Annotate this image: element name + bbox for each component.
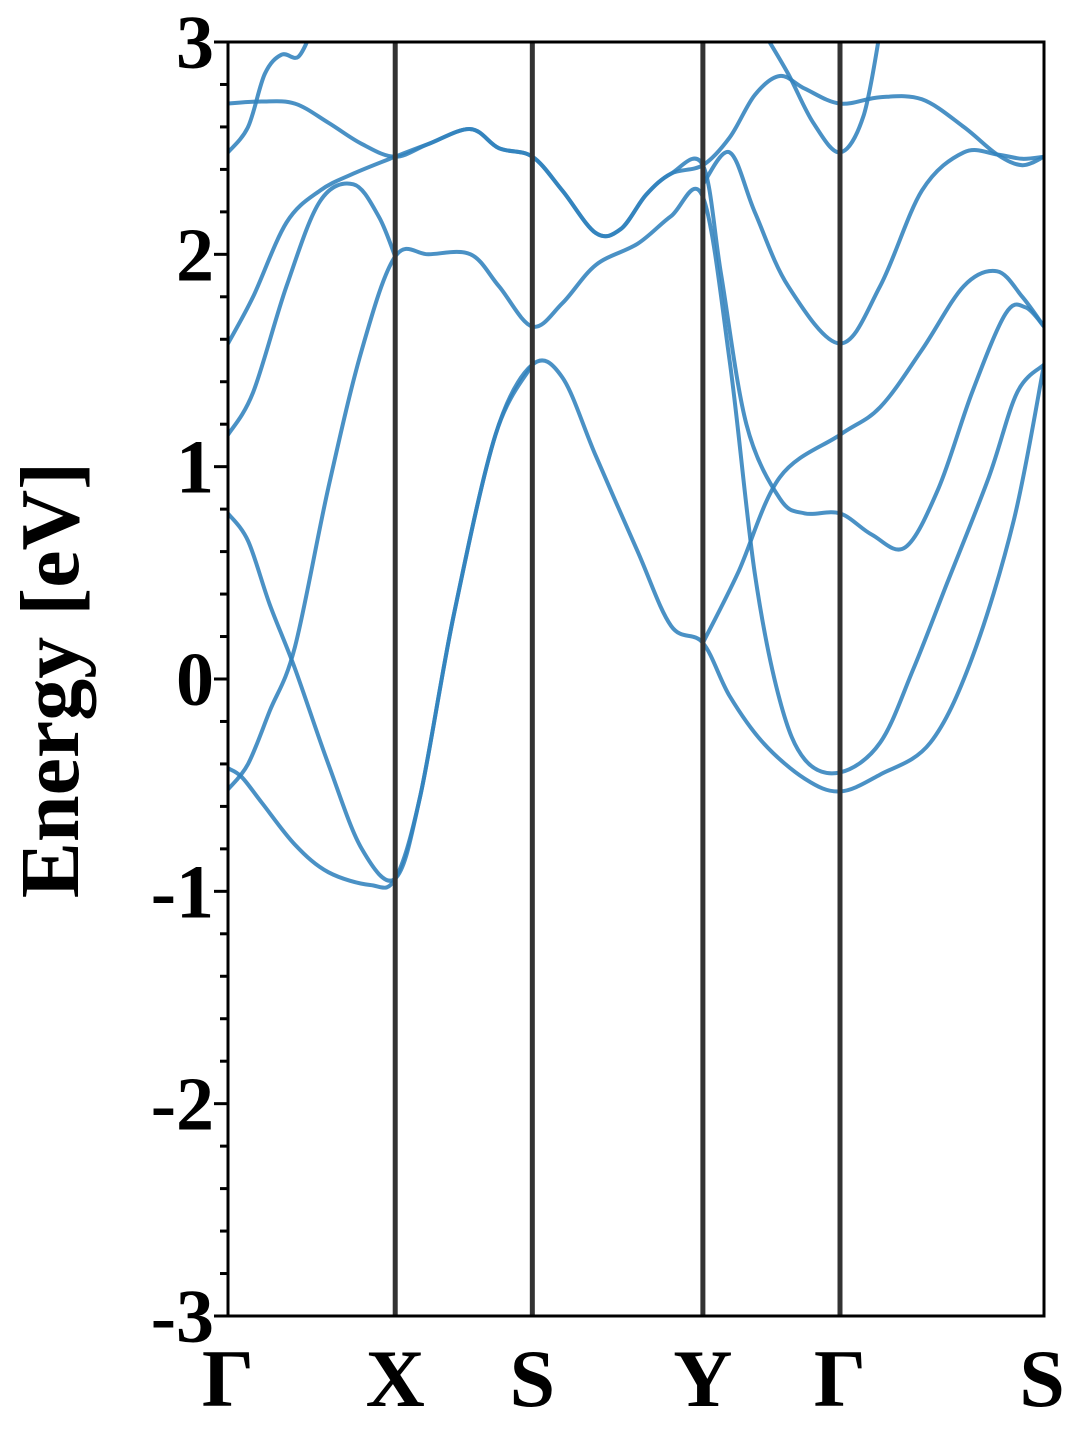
band-line-6 xyxy=(228,99,1044,552)
y-axis-tick-labels: 3 2 1 0 -1 -2 -3 xyxy=(151,1,214,1359)
y-tick-label: -1 xyxy=(151,850,214,934)
band-line-3 xyxy=(228,186,1044,792)
y-axis-label: Energy [eV] xyxy=(4,462,97,898)
x-tick-label-2: X xyxy=(366,1333,425,1424)
x-tick-label-4: Y xyxy=(673,1333,732,1424)
y-tick-label: 1 xyxy=(176,426,214,510)
band-line-4 xyxy=(228,181,398,437)
x-tick-label-3: S xyxy=(510,1333,556,1424)
band-line-10 xyxy=(767,42,881,155)
band-lines xyxy=(228,42,1044,890)
y-axis-ticks xyxy=(214,40,228,1318)
band-line-1 xyxy=(228,358,1044,890)
band-line-8 xyxy=(700,148,1044,346)
y-tick-label: 3 xyxy=(176,1,214,85)
y-tick-label: -3 xyxy=(151,1275,214,1359)
band-line-7 xyxy=(228,42,310,155)
y-tick-label: 0 xyxy=(176,638,214,722)
plot-frame xyxy=(226,40,1046,1318)
y-tick-label: 2 xyxy=(176,213,214,297)
x-tick-label-5: Γ xyxy=(814,1333,866,1424)
band-line-2 xyxy=(228,362,535,883)
x-tick-label-6: S xyxy=(1019,1333,1065,1424)
x-tick-label-1: Γ xyxy=(202,1333,254,1424)
y-tick-label: -2 xyxy=(151,1063,214,1147)
band-line-9 xyxy=(700,268,1044,645)
high-symmetry-lines xyxy=(392,42,843,1316)
